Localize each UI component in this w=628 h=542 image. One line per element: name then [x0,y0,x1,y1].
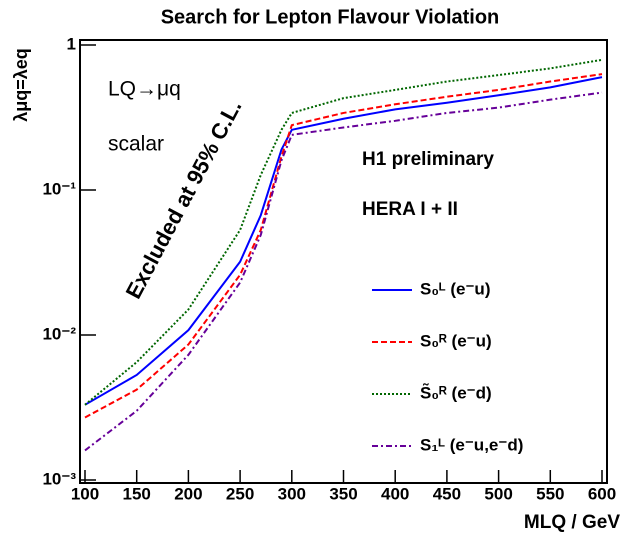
y-tick-label: 10⁻¹ [42,179,76,198]
x-tick-label: 300 [278,484,306,503]
x-tick-label: 250 [226,484,254,503]
annotation: Excluded at 95% C.L. [121,96,247,303]
x-tick-label: 150 [123,484,151,503]
annotation: LQ→μq [108,78,181,101]
y-axis-label: λμq=λeq [11,48,31,122]
series-line [84,76,603,406]
x-tick-label: 350 [329,484,357,503]
legend-label: S₀ᴸ (e⁻u) [420,279,490,298]
x-tick-label: 500 [484,484,512,503]
x-tick-label: 400 [381,484,409,503]
series-line [84,73,603,419]
y-tick-label: 1 [67,34,76,53]
legend-label: S₀ᴿ (e⁻u) [420,331,492,350]
legend-label: S₁ᴸ (e⁻u,e⁻d) [420,435,523,454]
x-tick-label: 450 [433,484,461,503]
y-tick-label: 10⁻³ [42,469,76,488]
series-line [84,91,603,452]
annotation: scalar [108,133,164,156]
x-tick-label: 600 [588,484,616,503]
y-tick-label: 10⁻² [42,324,76,343]
legend-label: S̃₀ᴿ (e⁻d) [420,383,492,403]
annotation: H1 preliminary [362,149,494,170]
x-axis-label: MLQ / GeV [524,512,620,533]
annotation: HERA I + II [362,199,458,220]
series-line [84,58,603,406]
chart-title: Search for Lepton Flavour Violation [161,6,500,28]
x-tick-label: 200 [174,484,202,503]
x-tick-label: 100 [71,484,99,503]
x-tick-label: 550 [536,484,564,503]
